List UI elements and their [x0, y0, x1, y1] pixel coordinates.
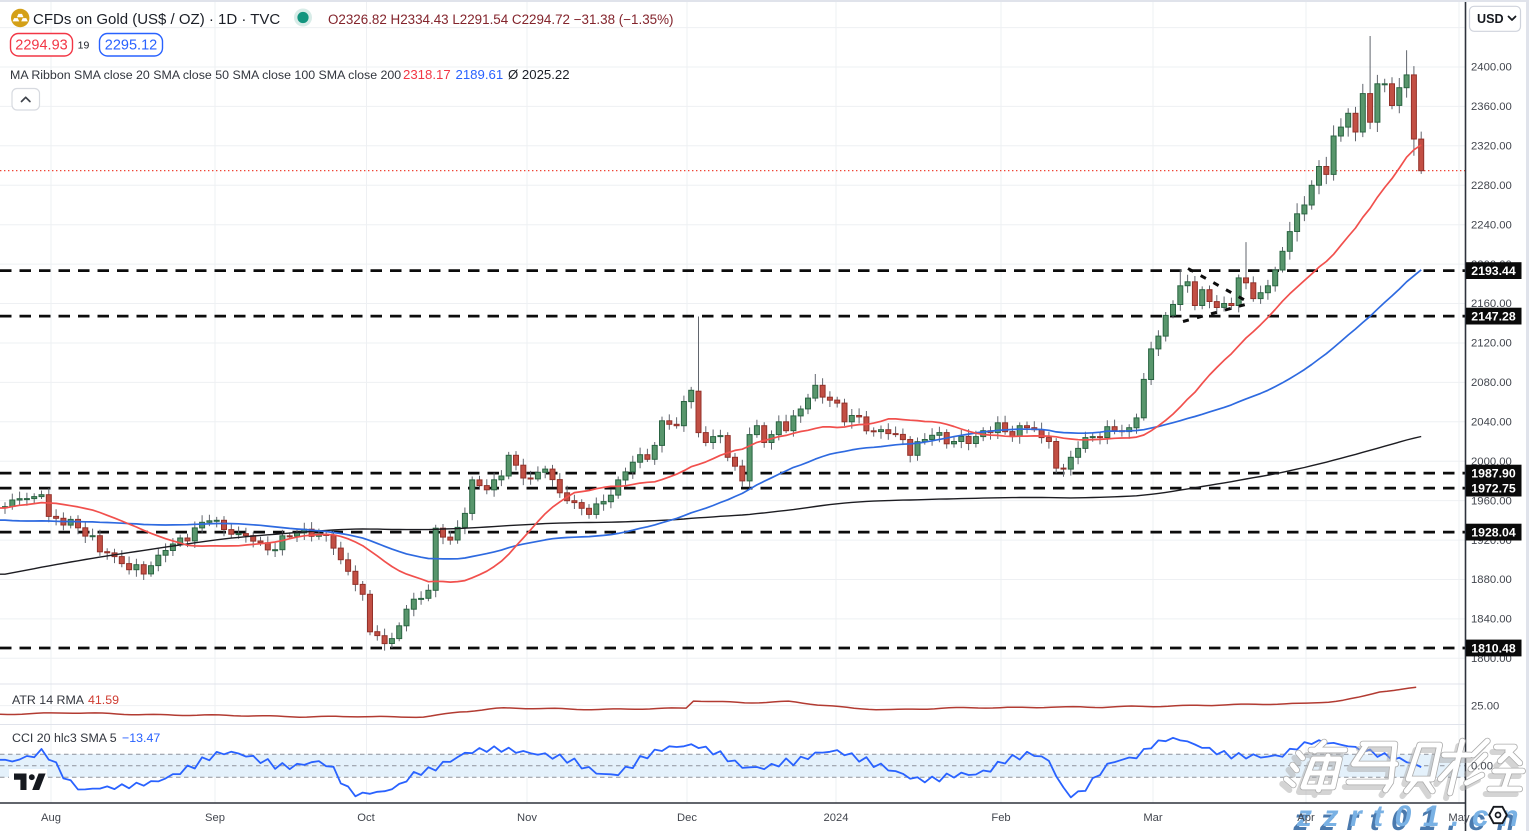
svg-text:ATR 14 RMA: ATR 14 RMA: [12, 693, 85, 707]
svg-text:2318.17: 2318.17: [403, 67, 451, 82]
svg-text:zzrt01.: zzrt01.: [1296, 800, 1471, 831]
svg-text:19: 19: [78, 40, 90, 52]
svg-text:2294.93: 2294.93: [15, 38, 67, 54]
svg-text:1840.00: 1840.00: [1471, 614, 1512, 626]
svg-text:2295.12: 2295.12: [105, 38, 157, 54]
svg-text:Apr: Apr: [1297, 812, 1315, 824]
svg-text:2160.00: 2160.00: [1471, 298, 1512, 310]
svg-text:Oct: Oct: [357, 812, 375, 824]
svg-text:2400.00: 2400.00: [1471, 62, 1512, 74]
svg-text:Ø 2025.22: Ø 2025.22: [508, 67, 570, 82]
svg-text:Nov: Nov: [517, 812, 537, 824]
svg-text:Dec: Dec: [677, 812, 697, 824]
svg-text:2040.00: 2040.00: [1471, 417, 1512, 429]
svg-text:1810.48: 1810.48: [1471, 641, 1516, 655]
svg-text:2024: 2024: [824, 812, 849, 824]
svg-text:0.00: 0.00: [1471, 760, 1493, 772]
svg-text:2147.28: 2147.28: [1471, 309, 1516, 323]
svg-text:−13.47: −13.47: [122, 731, 160, 745]
svg-text:Sep: Sep: [205, 812, 225, 824]
svg-text:1960.00: 1960.00: [1471, 495, 1512, 507]
svg-text:CFDs on Gold (US$ / OZ) · 1D ·: CFDs on Gold (US$ / OZ) · 1D · TVC: [33, 11, 280, 28]
svg-text:1928.04: 1928.04: [1471, 525, 1516, 539]
svg-text:MA Ribbon SMA close 20 SMA clo: MA Ribbon SMA close 20 SMA close 50 SMA …: [10, 68, 401, 82]
svg-text:2120.00: 2120.00: [1471, 338, 1512, 350]
svg-text:Feb: Feb: [991, 812, 1010, 824]
svg-text:Mar: Mar: [1143, 812, 1163, 824]
svg-text:2189.61: 2189.61: [456, 67, 504, 82]
svg-text:2320.00: 2320.00: [1471, 141, 1512, 153]
svg-text:2080.00: 2080.00: [1471, 377, 1512, 389]
svg-text:1972.75: 1972.75: [1471, 481, 1516, 495]
svg-text:May: May: [1448, 812, 1470, 824]
svg-text:41.59: 41.59: [88, 693, 119, 707]
svg-text:Aug: Aug: [41, 812, 61, 824]
svg-text:O2326.82 H2334.43 L2291.54: O2326.82 H2334.43 L2291.54 C2294.72 −31.…: [328, 12, 673, 27]
svg-text:2193.44: 2193.44: [1471, 264, 1516, 278]
svg-text:1880.00: 1880.00: [1471, 574, 1512, 586]
svg-text:CCI 20 hlc3 SMA 5: CCI 20 hlc3 SMA 5: [12, 731, 117, 745]
svg-text:2280.00: 2280.00: [1471, 180, 1512, 192]
svg-text:25.00: 25.00: [1471, 700, 1499, 712]
svg-text:2360.00: 2360.00: [1471, 101, 1512, 113]
svg-text:USD: USD: [1477, 12, 1504, 26]
svg-text:1987.90: 1987.90: [1471, 466, 1516, 480]
svg-text:2240.00: 2240.00: [1471, 219, 1512, 231]
